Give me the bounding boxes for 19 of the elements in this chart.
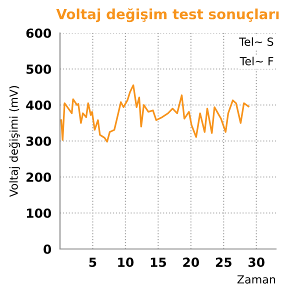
y-tick-label: 500: [26, 64, 52, 74]
x-tick-label: 30: [248, 258, 264, 268]
y-tick-label: 0: [44, 244, 52, 254]
y-tick-label: 400: [26, 100, 52, 110]
chart-title: Voltaj değişim test sonuçları: [56, 8, 279, 22]
annotation: Tel~ F: [240, 56, 274, 66]
y-tick-label: 600: [26, 28, 52, 38]
line-series: [60, 84, 250, 143]
x-tick-label: 5: [89, 258, 96, 268]
x-tick-label: 25: [216, 258, 232, 268]
x-axis-title: Zaman: [237, 275, 276, 284]
y-tick-label: 200: [26, 172, 52, 182]
y-axis-title: Voltaj değişimi (mV): [8, 86, 20, 197]
y-tick-label: 100: [26, 208, 52, 218]
y-tick-label: 300: [26, 136, 52, 146]
x-tick-label: 15: [150, 258, 166, 268]
x-tick-label: 20: [183, 258, 200, 268]
x-tick-label: 10: [118, 258, 134, 268]
annotation: Tel~ S: [239, 37, 274, 46]
